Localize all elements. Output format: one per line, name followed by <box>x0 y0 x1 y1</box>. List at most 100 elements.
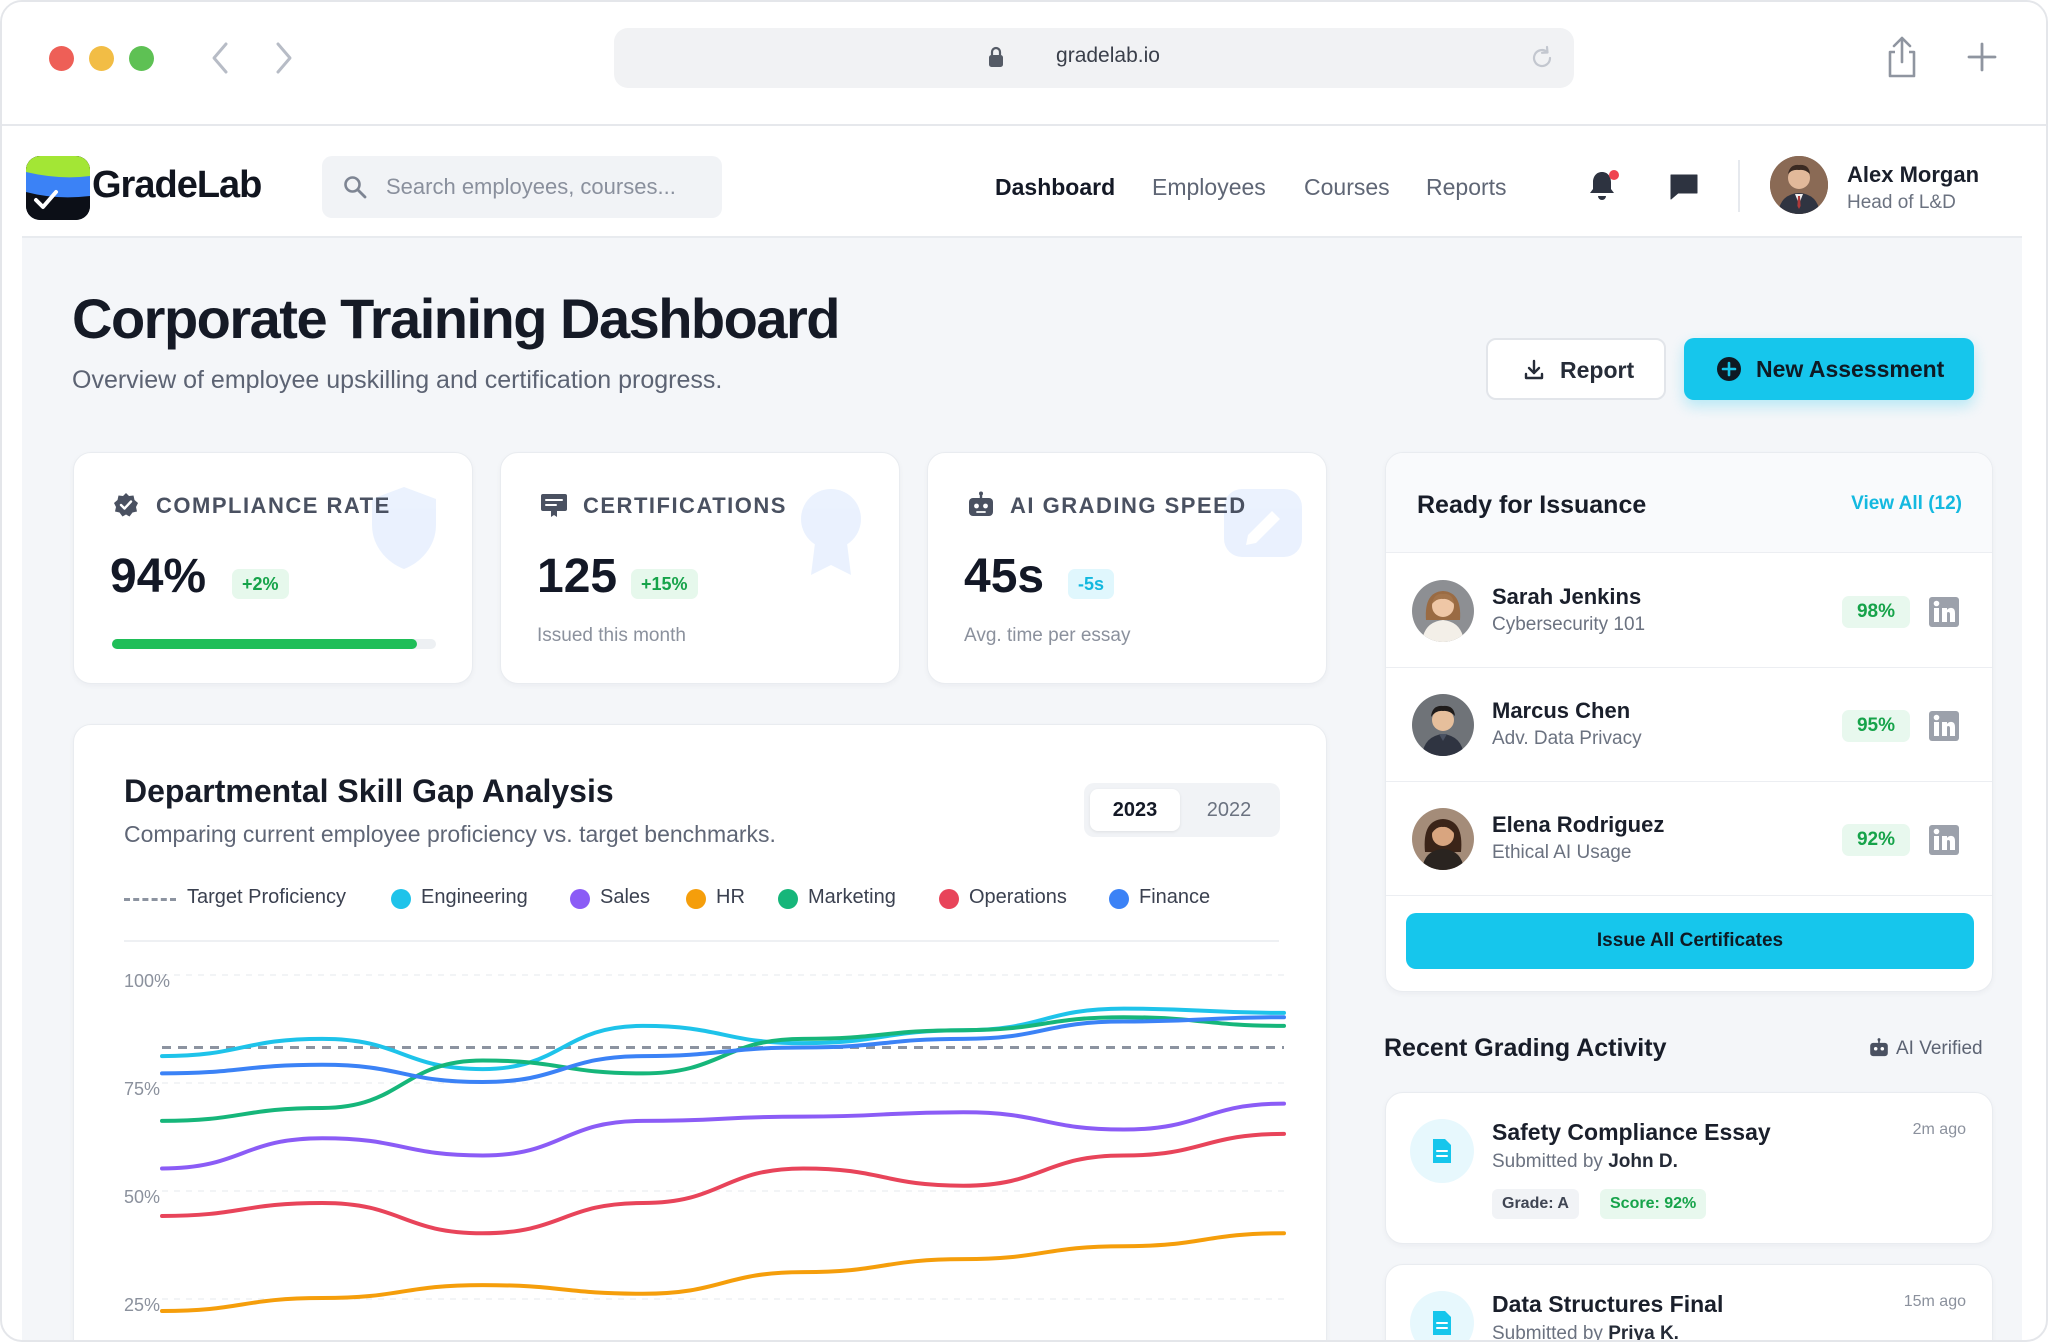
series-line-engineering <box>160 1006 1286 1072</box>
browser-toolbar: gradelab.io <box>2 2 2046 126</box>
shield-watermark-icon <box>372 487 436 569</box>
stat-card-compliance: COMPLIANCE RATE 94% +2% <box>73 452 473 684</box>
pencil-watermark-icon <box>1224 489 1302 557</box>
nav-dashboard[interactable]: Dashboard <box>995 174 1116 200</box>
legend-swatch <box>686 889 706 909</box>
activity-title: Safety Compliance Essay <box>1492 1119 1771 1145</box>
series-line-hr <box>160 1231 1286 1313</box>
legend-label: Finance <box>1139 886 1211 908</box>
verified-badge-icon <box>114 493 138 517</box>
page-subtitle: Overview of employee upskilling and cert… <box>72 366 723 394</box>
linkedin-icon[interactable] <box>1928 596 1960 628</box>
back-arrow-icon[interactable] <box>202 36 242 80</box>
address-bar[interactable]: gradelab.io <box>614 28 1574 88</box>
avatar <box>1412 808 1474 870</box>
issuance-row[interactable]: Marcus Chen Adv. Data Privacy 95% <box>1386 668 1992 782</box>
activity-item[interactable]: Safety Compliance Essay Submitted by Joh… <box>1385 1092 1993 1244</box>
document-icon <box>1433 1139 1451 1163</box>
legend-label: Marketing <box>808 886 896 908</box>
search-box[interactable] <box>322 156 722 218</box>
person-name: Sarah Jenkins <box>1492 584 1642 609</box>
activity-icon-wrap <box>1410 1119 1474 1183</box>
url-text: gradelab.io <box>1056 44 1160 67</box>
legend-swatch <box>778 889 798 909</box>
share-icon[interactable] <box>1884 34 1920 80</box>
report-button[interactable]: Report <box>1486 338 1666 400</box>
score-badge: 92% <box>1842 824 1910 856</box>
linkedin-icon[interactable] <box>1928 824 1960 856</box>
close-window-button[interactable] <box>49 46 74 71</box>
document-icon <box>1433 1311 1451 1335</box>
plus-circle-icon <box>1717 357 1741 381</box>
search-input[interactable] <box>386 170 706 204</box>
reload-icon[interactable] <box>1528 44 1556 72</box>
chat-icon[interactable] <box>1668 170 1700 202</box>
activity-title: Data Structures Final <box>1492 1291 1724 1317</box>
y-tick-label: 50% <box>124 1187 160 1207</box>
legend-label: HR <box>716 886 745 908</box>
y-tick-label: 100% <box>124 971 170 991</box>
stat-card-certifications: CERTIFICATIONS 125 +15% Issued this mont… <box>500 452 900 684</box>
activity-time: 15m ago <box>1903 1293 1966 1310</box>
user-role: Head of L&D <box>1847 192 1956 213</box>
dashed-line-swatch <box>124 898 176 901</box>
header-divider <box>1738 160 1740 212</box>
chart-subtitle: Comparing current employee proficiency v… <box>124 821 776 847</box>
nav-reports[interactable]: Reports <box>1426 174 1507 200</box>
stat-note: Issued this month <box>537 625 686 646</box>
person-course: Adv. Data Privacy <box>1492 728 1642 749</box>
activity-time: 2m ago <box>1912 1121 1966 1138</box>
year-2022-tab[interactable]: 2022 <box>1206 799 1252 821</box>
app-container: GradeLab Dashboard Employees Courses Rep… <box>22 128 2022 1342</box>
certificate-icon <box>541 494 567 517</box>
stat-note: Avg. time per essay <box>964 625 1131 646</box>
stat-label: AI GRADING SPEED <box>1010 493 1247 518</box>
new-tab-icon[interactable] <box>1964 34 2000 80</box>
bell-icon[interactable] <box>1587 168 1617 202</box>
award-watermark-icon <box>801 489 861 575</box>
linkedin-icon[interactable] <box>1928 710 1960 742</box>
notification-dot <box>1609 170 1619 180</box>
issuance-row[interactable]: Sarah Jenkins Cybersecurity 101 98% <box>1386 554 1992 668</box>
year-toggle: 2023 2022 <box>1084 783 1280 837</box>
nav-employees[interactable]: Employees <box>1152 174 1266 200</box>
legend-label: Target Proficiency <box>187 886 346 908</box>
legend-swatch <box>570 889 590 909</box>
stat-value: 94% <box>110 550 207 603</box>
year-2023-tab[interactable]: 2023 <box>1090 789 1180 831</box>
forward-arrow-icon[interactable] <box>264 36 304 80</box>
user-avatar[interactable] <box>1770 156 1828 214</box>
stat-change-badge: -5s <box>1068 569 1115 599</box>
stat-card-ai-grading-speed: AI GRADING SPEED 45s -5s Avg. time per e… <box>927 452 1327 684</box>
stat-change-badge: +2% <box>232 569 289 599</box>
series-line-sales <box>160 1101 1286 1171</box>
compliance-progress-bar <box>112 639 436 649</box>
series-line-operations <box>160 1131 1286 1236</box>
person-name: Marcus Chen <box>1492 698 1631 723</box>
activity-submitter: Submitted by Priya K. <box>1492 1323 1679 1342</box>
score-badge: 98% <box>1842 596 1910 628</box>
new-assessment-button[interactable]: New Assessment <box>1684 338 1974 400</box>
stat-value: 45s <box>964 550 1045 603</box>
issue-all-certificates-button[interactable]: Issue All Certificates <box>1406 913 1974 969</box>
brand-name[interactable]: GradeLab <box>92 164 262 206</box>
stat-label: COMPLIANCE RATE <box>156 493 391 518</box>
activity-item[interactable]: Data Structures Final Submitted by Priya… <box>1385 1264 1993 1342</box>
nav-courses[interactable]: Courses <box>1304 174 1390 200</box>
view-all-link[interactable]: View All (12) <box>1851 493 1962 514</box>
recent-grading-title: Recent Grading Activity <box>1384 1034 1667 1062</box>
issuance-row[interactable]: Elena Rodriguez Ethical AI Usage 92% <box>1386 782 1992 896</box>
maximize-window-button[interactable] <box>129 46 154 71</box>
legend-swatch <box>391 889 411 909</box>
minimize-window-button[interactable] <box>89 46 114 71</box>
stat-change-badge: +15% <box>631 569 698 599</box>
avatar <box>1412 580 1474 642</box>
robot-icon <box>969 491 993 516</box>
issuance-title: Ready for Issuance <box>1417 491 1647 519</box>
score-tag: Score: 92% <box>1600 1189 1707 1219</box>
user-name[interactable]: Alex Morgan <box>1847 162 1980 187</box>
report-button-label: Report <box>1560 357 1635 383</box>
legend-swatch <box>1109 889 1129 909</box>
lock-icon <box>989 46 1003 67</box>
gradelab-logo-icon[interactable] <box>26 156 90 220</box>
